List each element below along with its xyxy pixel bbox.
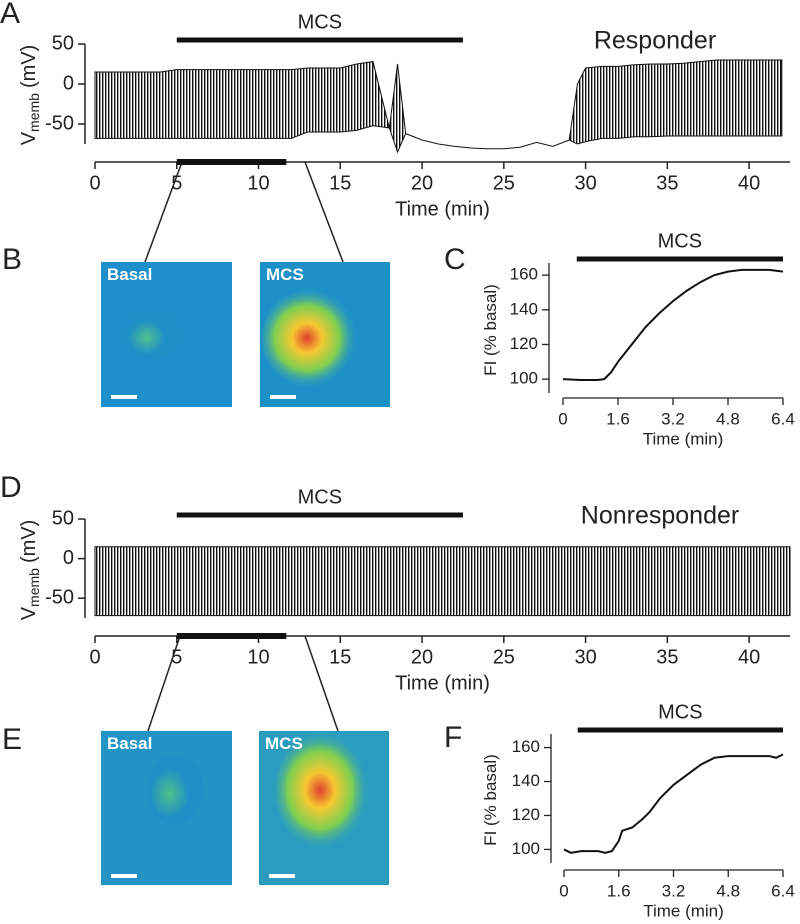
x-tick-label: 3.2 xyxy=(661,409,685,428)
y-label-unit: (mV) xyxy=(18,45,40,88)
y-tick-label: 100 xyxy=(512,839,540,858)
x-tick-label: 0 xyxy=(559,881,568,900)
zoom-line xyxy=(304,161,344,263)
x-tick-label: 25 xyxy=(493,172,515,194)
panel-letter: F xyxy=(444,721,462,754)
cell xyxy=(126,311,178,359)
x-axis-label: Time (min) xyxy=(643,429,724,448)
cell xyxy=(147,755,203,825)
y-tick-label: 120 xyxy=(512,805,540,824)
x-axis-label: Time (min) xyxy=(643,901,724,920)
annotation: MCS xyxy=(658,701,702,723)
scale-bar xyxy=(111,874,137,878)
trace-line xyxy=(562,268,784,381)
annotation: MCS xyxy=(298,486,342,508)
cell xyxy=(262,288,362,388)
x-tick-label: 0 xyxy=(89,172,100,194)
x-tick-label: 4.8 xyxy=(716,881,740,900)
x-tick-label: 30 xyxy=(574,646,596,668)
y-tick-label: 50 xyxy=(52,507,74,529)
y-axis-label: Vmemb (mV) xyxy=(18,520,41,621)
image-panel-e: E Basal MCS xyxy=(2,635,389,885)
y-axis-label: FI (% basal) xyxy=(481,754,500,846)
y-label-text: FI (% basal) xyxy=(481,754,500,846)
y-tick-label: 140 xyxy=(512,771,540,790)
y-label-subscript: memb xyxy=(26,568,42,607)
x-tick-label: 1.6 xyxy=(606,409,630,428)
y-tick-label: 160 xyxy=(512,737,540,756)
x-tick-label: 15 xyxy=(329,646,351,668)
chart-title: Responder xyxy=(594,27,716,55)
y-label-text: V xyxy=(18,606,40,620)
y-tick-label: -50 xyxy=(45,586,74,608)
x-tick-label: 3.2 xyxy=(662,881,686,900)
panel-letter: B xyxy=(2,243,22,276)
x-tick-label: 40 xyxy=(738,646,760,668)
zoom-line xyxy=(144,161,183,263)
image-panel-b: B Basal MCS xyxy=(2,161,390,407)
trace-line xyxy=(563,753,784,854)
x-tick-label: 15 xyxy=(329,172,351,194)
image-label: Basal xyxy=(107,265,152,284)
trace-band xyxy=(94,546,791,617)
scale-bar xyxy=(270,395,296,399)
x-tick-label: 30 xyxy=(574,172,596,194)
x-tick-label: 40 xyxy=(738,172,760,194)
x-tick-label: 0 xyxy=(89,646,100,668)
zoom-line xyxy=(147,635,181,732)
y-tick-label: 120 xyxy=(510,334,538,353)
y-axis-label: Vmemb (mV) xyxy=(18,45,41,146)
annotation: MCS xyxy=(658,230,702,252)
y-tick-label: 0 xyxy=(63,72,74,94)
x-tick-label: 35 xyxy=(656,646,678,668)
cell xyxy=(275,730,375,850)
x-tick-label: 6.4 xyxy=(771,409,795,428)
image-label: MCS xyxy=(266,265,304,284)
y-tick-label: 50 xyxy=(52,32,74,54)
zoom-line xyxy=(304,635,339,732)
y-label-subscript: memb xyxy=(26,93,42,132)
y-tick-label: -50 xyxy=(45,112,74,134)
y-label-text: FI (% basal) xyxy=(481,284,500,376)
image-label: Basal xyxy=(107,734,152,753)
y-tick-label: 140 xyxy=(510,299,538,318)
y-label-text: V xyxy=(18,131,40,145)
x-tick-label: 6.4 xyxy=(771,881,795,900)
x-axis-label: Time (min) xyxy=(395,672,490,694)
x-tick-label: 25 xyxy=(493,646,515,668)
panel-letter: A xyxy=(0,0,20,30)
x-tick-label: 5 xyxy=(171,646,182,668)
y-tick-label: 0 xyxy=(63,547,74,569)
x-tick-label: 35 xyxy=(656,172,678,194)
x-tick-label: 10 xyxy=(247,646,269,668)
panel-letter: D xyxy=(0,471,22,504)
x-tick-label: 20 xyxy=(411,172,433,194)
x-tick-label: 0 xyxy=(558,409,567,428)
y-tick-label: 160 xyxy=(510,265,538,284)
x-tick-label: 4.8 xyxy=(716,409,740,428)
x-tick-label: 10 xyxy=(247,172,269,194)
panel-letter: C xyxy=(444,243,466,276)
annotation: MCS xyxy=(298,11,342,33)
chart-title: Nonresponder xyxy=(581,502,739,530)
x-tick-label: 20 xyxy=(411,646,433,668)
x-tick-label: 1.6 xyxy=(607,881,631,900)
scale-bar xyxy=(111,395,137,399)
panel-letter: E xyxy=(2,723,22,756)
scale-bar xyxy=(269,874,295,878)
x-tick-label: 5 xyxy=(171,172,182,194)
y-label-unit: (mV) xyxy=(18,520,40,563)
y-axis-label: FI (% basal) xyxy=(481,284,500,376)
trace-band xyxy=(94,59,783,154)
image-label: MCS xyxy=(265,734,303,753)
x-axis-label: Time (min) xyxy=(395,198,490,220)
y-tick-label: 100 xyxy=(510,369,538,388)
